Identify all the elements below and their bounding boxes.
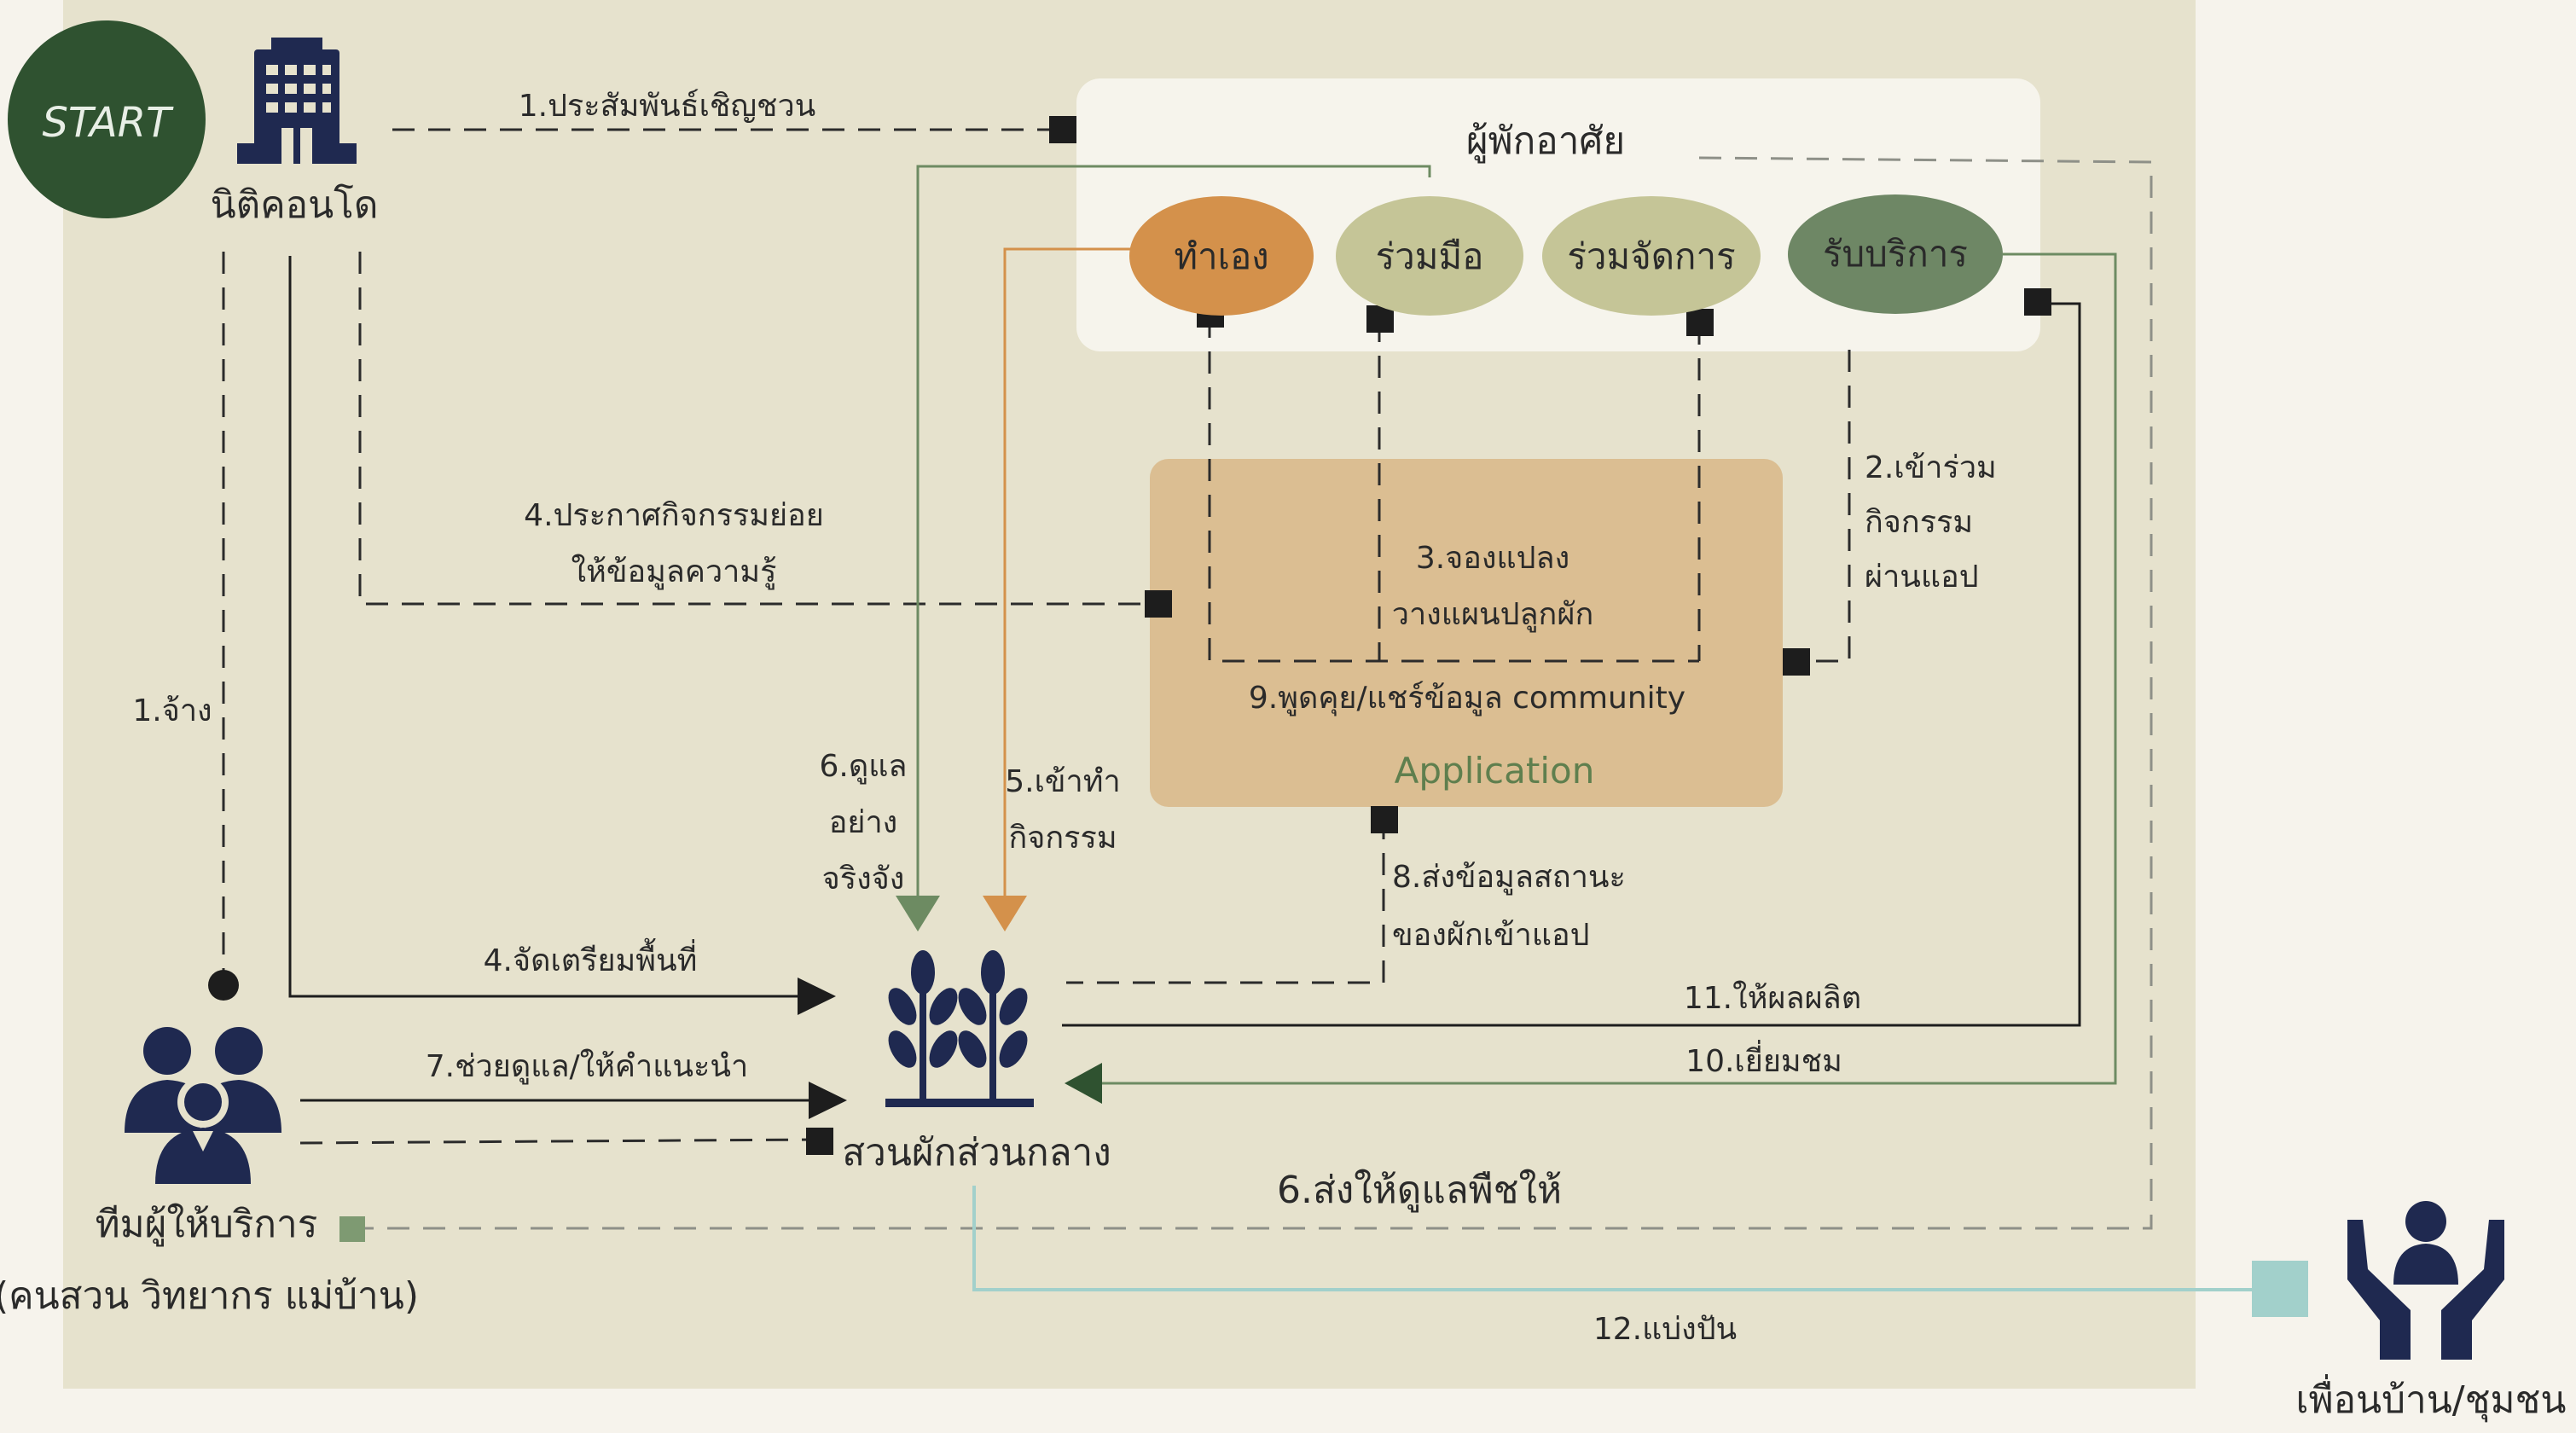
start-label: START [43,99,175,147]
edge-care-line [916,165,1431,904]
service-node [1788,194,2003,314]
edge-join-line [1800,350,1851,663]
arrowhead-prepare [798,978,836,1015]
edge-team-garden-dashed [299,1138,815,1145]
arrowhead-activity [983,896,1027,931]
arrowhead-care [896,896,940,931]
building-icon [237,38,357,164]
edge-activity-line [1003,247,1134,904]
edge-care-label-3: จริงจัง [822,862,905,896]
edge-announce-label-2: ให้ข้อมูลความรู้ [571,554,777,590]
connector-square [806,1128,833,1155]
connector-square [1783,648,1810,676]
edge-status-label-2: ของผักเข้าแอป [1392,918,1590,953]
edge-delegate-label: 6.ส่งให้ดูแลพืชให้ [1277,1169,1562,1213]
cooperate-label: ร่วมมือ [1376,235,1484,277]
edge-self-app-line [1208,316,1699,663]
connector-square [1145,590,1172,618]
connector-square [1049,116,1076,143]
connector-dot-hire [208,970,239,1001]
edge-status-line [1066,817,1385,984]
edge-visit-label: 10.เยี่ยมชม [1685,1040,1842,1079]
edge-help-label: 7.ช่วยดูแล/ให้คำแนะนำ [426,1048,748,1085]
edge-yield-label: 11.ให้ผลผลิต [1684,980,1861,1016]
residents-box [1076,78,2040,351]
edge-announce-label-1: 4.ประกาศกิจกรรมย่อย [524,498,824,533]
team-sublabel: (คนสวน วิทยากร แม่บ้าน) [0,1274,419,1318]
garden-label: สวนผักส่วนกลาง [842,1131,1111,1175]
plant-icon [885,950,1034,1107]
edge-share-label: 12.แบ่งปัน [1593,1312,1737,1347]
connector-square [2024,288,2051,316]
connector-square [1686,309,1714,336]
edge-yield-line [1062,302,2081,1027]
neighbors-label: เพื่อนบ้าน/ชุมชน [2296,1373,2567,1423]
edge-join-label-1: 2.เข้าร่วม [1865,450,1997,485]
self-label: ทำเอง [1174,235,1268,277]
edge-join-label-2: กิจกรรม [1865,505,1973,540]
edge-book-label-2: วางแผนปลูกผัก [1392,597,1594,633]
arrowhead-help [809,1082,847,1119]
app-label: Application [1395,750,1595,792]
connector-square-neighbors [2252,1261,2308,1317]
self-node [1129,196,1314,316]
connector-square-team [339,1216,365,1242]
edge-status-label-1: 8.ส่งข้อมูลสถานะ [1392,860,1626,896]
connector-square [1366,305,1394,333]
neighbors-icon [2347,1201,2504,1360]
condo-label: นิติคอนโด [211,183,379,227]
edge-delegate-line [358,156,2153,1230]
edge-activity-label-2: กิจกรรม [1008,821,1117,856]
edge-care-label-2: อย่าง [829,805,898,840]
edge-hire-label: 1.จ้าง [132,693,212,728]
edge-care-label-1: 6.ดูแล [820,749,908,785]
start-node [8,20,206,218]
edge-announce-line [358,252,1153,606]
co-manage-label: ร่วมจัดการ [1567,235,1735,277]
arrowhead-visit [1065,1063,1102,1104]
cooperate-node [1336,196,1523,316]
co-manage-node [1542,196,1761,316]
application-box [1150,459,1783,807]
service-label: รับบริการ [1823,233,1968,275]
residents-label: ผู้พักอาศัย [1466,119,1625,164]
edge-book-label-1: 3.จองแปลง [1416,541,1569,576]
edge-activity-label-1: 5.เข้าทำ [1005,764,1120,799]
team-label: ทีมผู้ให้บริการ [96,1203,318,1247]
edge-share-line [972,1186,2252,1291]
edge-visit-line [1088,252,2117,1085]
edge-community-label: 9.พูดคุย/แชร์ข้อมูล community [1249,681,1685,716]
edge-invite-label: 1.ประสัมพันธ์เชิญชวน [519,89,816,124]
team-icon [125,1027,281,1184]
edge-join-label-3: ผ่านแอป [1865,560,1979,595]
edge-prepare-label: 4.จัดเตรียมพื้นที่ [484,937,698,978]
connector-square [1371,806,1398,833]
edge-prepare-line [288,256,825,1001]
